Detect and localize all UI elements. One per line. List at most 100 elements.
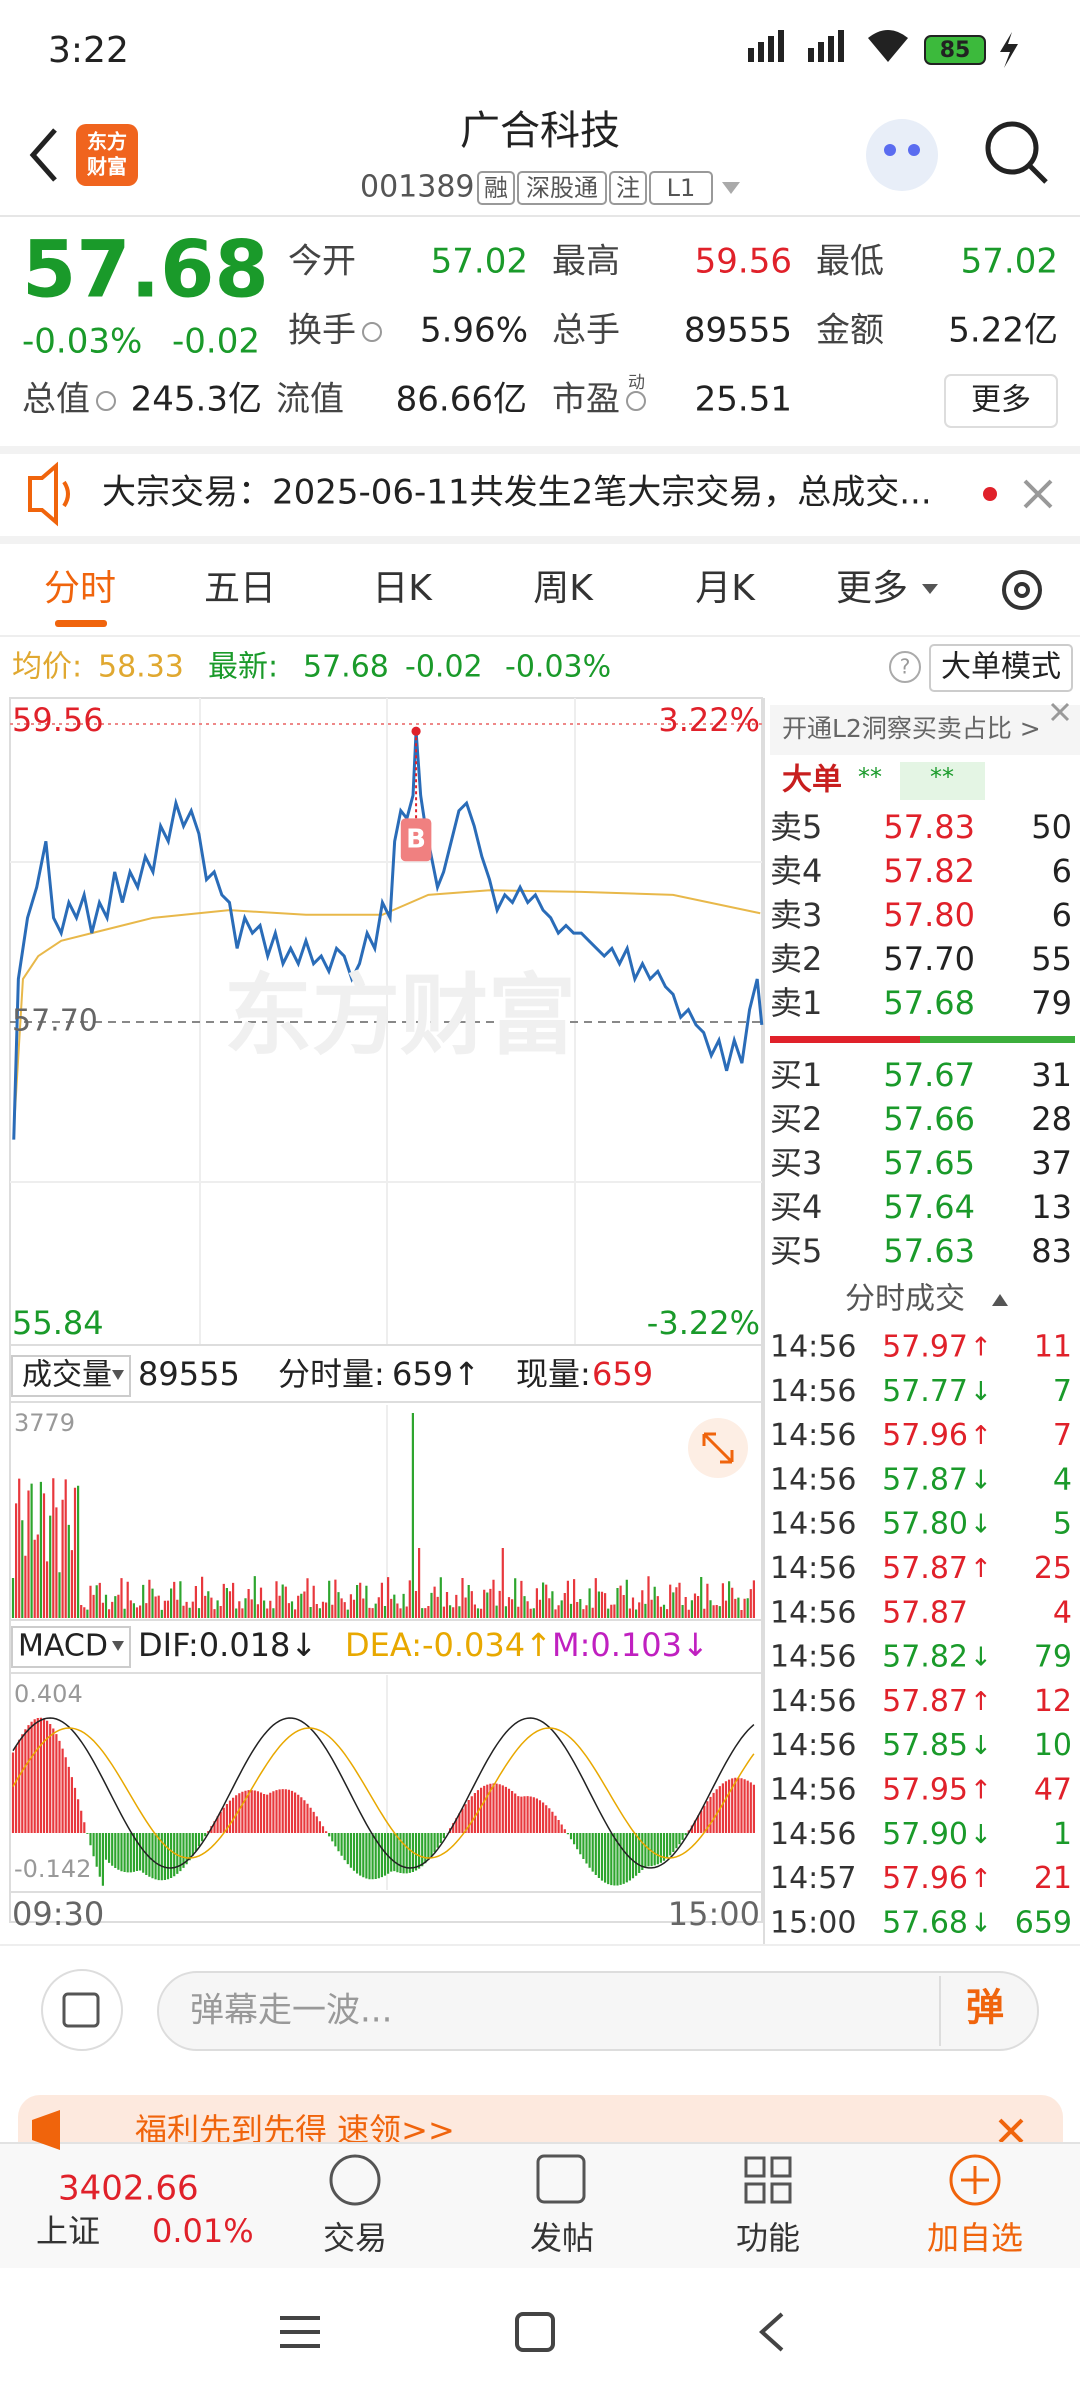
low-label: 55.84 bbox=[12, 1304, 104, 1342]
tab[interactable]: 月K bbox=[695, 568, 756, 609]
field-label: 总值 bbox=[22, 380, 90, 420]
speaker-wave bbox=[62, 480, 70, 508]
mode-button[interactable] bbox=[929, 644, 1073, 692]
trade-direction: ↑ bbox=[970, 1864, 992, 1894]
order-price: 57.80 bbox=[883, 896, 975, 934]
battery-level: 85 bbox=[940, 38, 971, 63]
back-button[interactable] bbox=[29, 128, 57, 182]
order-price: 57.82 bbox=[883, 852, 975, 890]
search-button[interactable] bbox=[985, 121, 1039, 175]
close-notice[interactable] bbox=[1023, 479, 1053, 509]
trade-direction: ↓ bbox=[970, 1465, 992, 1495]
trade-price: 57.82 bbox=[882, 1640, 968, 1675]
field-value: 5.96% bbox=[420, 311, 528, 351]
trade-price: 57.87 bbox=[882, 1551, 968, 1586]
signal-icons bbox=[748, 30, 908, 62]
tab[interactable]: 分时 bbox=[44, 568, 116, 609]
trade-direction: ↓ bbox=[970, 1377, 992, 1407]
macd-max: 0.404 bbox=[14, 1680, 83, 1708]
buy-ratio bbox=[920, 1036, 1075, 1043]
change-amount: -0.02 bbox=[172, 322, 260, 362]
order-volume: 6 bbox=[1052, 852, 1072, 890]
trade-direction: ↓ bbox=[970, 1510, 992, 1540]
tag-box bbox=[517, 171, 607, 205]
nav-item[interactable]: 功能 bbox=[736, 2219, 800, 2257]
tab[interactable]: 更多 bbox=[836, 568, 908, 609]
order-price: 57.83 bbox=[883, 808, 975, 846]
tag-box bbox=[477, 171, 515, 205]
promo-text: 开通L2洞察买卖占比 > bbox=[782, 714, 1041, 743]
charging-icon bbox=[1000, 32, 1018, 68]
danmu-send[interactable]: 弹 bbox=[966, 1986, 1004, 2030]
more-button[interactable] bbox=[944, 374, 1058, 428]
field-label: 市盈 bbox=[552, 380, 620, 420]
trade-volume: 79 bbox=[1034, 1640, 1072, 1675]
volume-bars-up bbox=[15, 1478, 755, 1618]
order-volume: 31 bbox=[1031, 1056, 1072, 1094]
trade-direction: ↑ bbox=[970, 1776, 992, 1806]
notice-text: 大宗交易：2025-06-11共发生2笔大宗交易，总成交... bbox=[102, 473, 932, 513]
robot-avatar[interactable] bbox=[866, 119, 938, 191]
current-volume-label: 现量: bbox=[516, 1355, 591, 1393]
dea-line bbox=[12, 1727, 755, 1859]
order-volume: 83 bbox=[1031, 1232, 1072, 1270]
help-icon[interactable] bbox=[889, 651, 921, 683]
trade-time: 14:56 bbox=[770, 1728, 856, 1763]
high-dot bbox=[411, 726, 421, 736]
nav-item[interactable]: 交易 bbox=[323, 2219, 387, 2257]
field-label: 最高 bbox=[552, 242, 620, 282]
add-plus bbox=[961, 2166, 989, 2194]
trade-time: 14:56 bbox=[770, 1507, 856, 1542]
trade-volume: 7 bbox=[1053, 1418, 1072, 1453]
divider-band bbox=[0, 536, 1080, 544]
macd-label: MACD bbox=[18, 1629, 108, 1664]
volume-label: 成交量 bbox=[22, 1358, 112, 1393]
robot-eye bbox=[884, 144, 896, 156]
trade-time: 14:56 bbox=[770, 1330, 856, 1365]
trade-price: 57.87 bbox=[882, 1684, 968, 1719]
macd-bars-down bbox=[86, 1833, 687, 1886]
info-icon bbox=[626, 391, 646, 411]
close-promo[interactable] bbox=[1050, 702, 1070, 722]
trade-direction: ↑ bbox=[970, 1421, 992, 1451]
nav-item[interactable]: 加自选 bbox=[927, 2219, 1023, 2257]
price-chart bbox=[14, 726, 762, 1140]
macd-selector[interactable] bbox=[11, 1626, 131, 1668]
menu-key[interactable] bbox=[280, 2316, 320, 2348]
nav-item[interactable]: 发帖 bbox=[530, 2219, 594, 2257]
field-value: 86.66亿 bbox=[396, 380, 527, 420]
settings-button[interactable] bbox=[1002, 570, 1042, 610]
trade-direction: ↓ bbox=[970, 1820, 992, 1850]
tab[interactable]: 日K bbox=[372, 568, 433, 609]
trade-volume: 10 bbox=[1034, 1728, 1072, 1763]
close-banner[interactable] bbox=[998, 2118, 1024, 2144]
order-level: 卖1 bbox=[770, 984, 822, 1022]
order-price: 57.67 bbox=[883, 1056, 975, 1094]
danmu-settings[interactable] bbox=[41, 1969, 123, 2051]
tab[interactable]: 周K bbox=[533, 568, 594, 609]
order-level: 买5 bbox=[770, 1232, 822, 1270]
price-line bbox=[14, 731, 762, 1139]
danmu-input[interactable] bbox=[157, 1971, 1039, 2051]
order-price: 57.65 bbox=[883, 1144, 975, 1182]
avg-label: 均价: bbox=[12, 650, 82, 685]
tag-box bbox=[609, 171, 647, 205]
field-label: 总手 bbox=[552, 311, 620, 351]
minute-volume: 659↑ bbox=[392, 1355, 480, 1393]
help-mark: ? bbox=[900, 655, 911, 679]
trade-price: 57.77 bbox=[882, 1374, 968, 1409]
home-key[interactable] bbox=[515, 2312, 555, 2352]
promo-bar[interactable] bbox=[770, 705, 1080, 755]
dropdown-arrow[interactable] bbox=[722, 182, 740, 194]
macd-min: -0.142 bbox=[14, 1855, 91, 1883]
volume-selector[interactable] bbox=[11, 1355, 131, 1397]
back-key[interactable] bbox=[759, 2312, 784, 2352]
order-volume: 55 bbox=[1031, 940, 1072, 978]
danmu-placeholder[interactable]: 弹幕走一波... bbox=[190, 1991, 392, 2031]
settings-core bbox=[1014, 582, 1030, 598]
trade-volume: 659 bbox=[1015, 1905, 1072, 1940]
last-change: -0.02 bbox=[405, 650, 483, 685]
tab[interactable]: 五日 bbox=[204, 568, 276, 609]
order-price: 57.70 bbox=[883, 940, 975, 978]
